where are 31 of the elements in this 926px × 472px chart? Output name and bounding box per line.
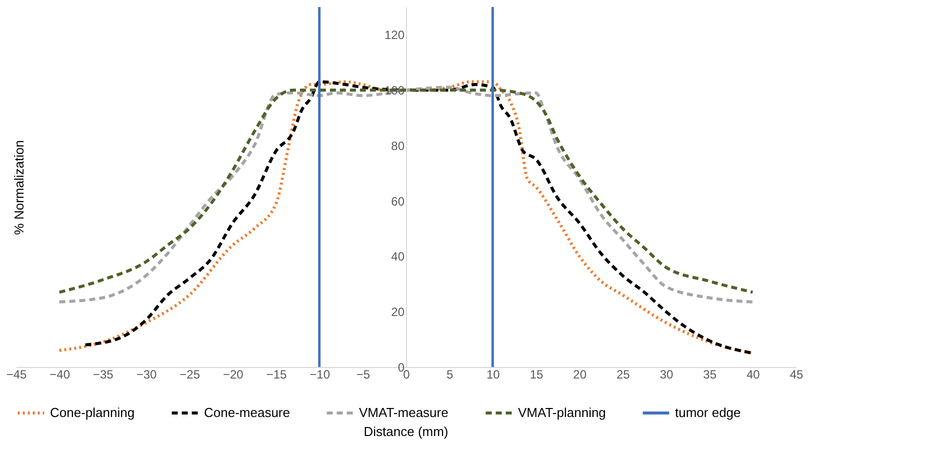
y-tick-label: 80 bbox=[391, 138, 405, 153]
x-tick-label: 30 bbox=[660, 368, 674, 382]
legend-label: Cone-planning bbox=[50, 405, 135, 420]
x-tick-label: 45 bbox=[790, 368, 804, 382]
legend-label: VMAT-measure bbox=[359, 405, 448, 420]
x-tick-label: 5 bbox=[446, 368, 454, 382]
x-tick-label: 35 bbox=[703, 368, 717, 382]
x-tick-label: −30 bbox=[136, 368, 157, 382]
x-tick-label: −20 bbox=[222, 368, 244, 382]
x-tick-label: −10 bbox=[310, 368, 330, 382]
x-axis-title: Distance (mm) bbox=[364, 424, 448, 439]
x-tick-label: −15 bbox=[266, 368, 287, 382]
x-tick-label: 25 bbox=[616, 368, 630, 382]
y-axis-title: % Normalization bbox=[12, 140, 26, 235]
x-tick-label: −25 bbox=[180, 368, 200, 382]
x-tick-label: 20 bbox=[573, 368, 587, 382]
y-tick-label: 120 bbox=[384, 28, 405, 42]
y-tick-label: 60 bbox=[391, 194, 405, 208]
x-tick-label: −5 bbox=[356, 368, 370, 382]
x-tick-label: 10 bbox=[486, 368, 500, 382]
y-tick-label: 40 bbox=[391, 250, 405, 264]
legend-label: VMAT-planning bbox=[518, 405, 606, 420]
y-tick-label: 100 bbox=[384, 84, 405, 98]
legend-label: tumor edge bbox=[675, 405, 741, 420]
x-tick-label: 15 bbox=[530, 368, 544, 382]
x-tick-label: −40 bbox=[50, 368, 70, 382]
x-tick-label: −45 bbox=[6, 368, 27, 382]
x-tick-label: 40 bbox=[746, 368, 760, 382]
x-tick-label: −35 bbox=[92, 368, 114, 382]
legend-label: Cone-measure bbox=[204, 405, 290, 420]
y-tick-label: 20 bbox=[391, 305, 405, 320]
